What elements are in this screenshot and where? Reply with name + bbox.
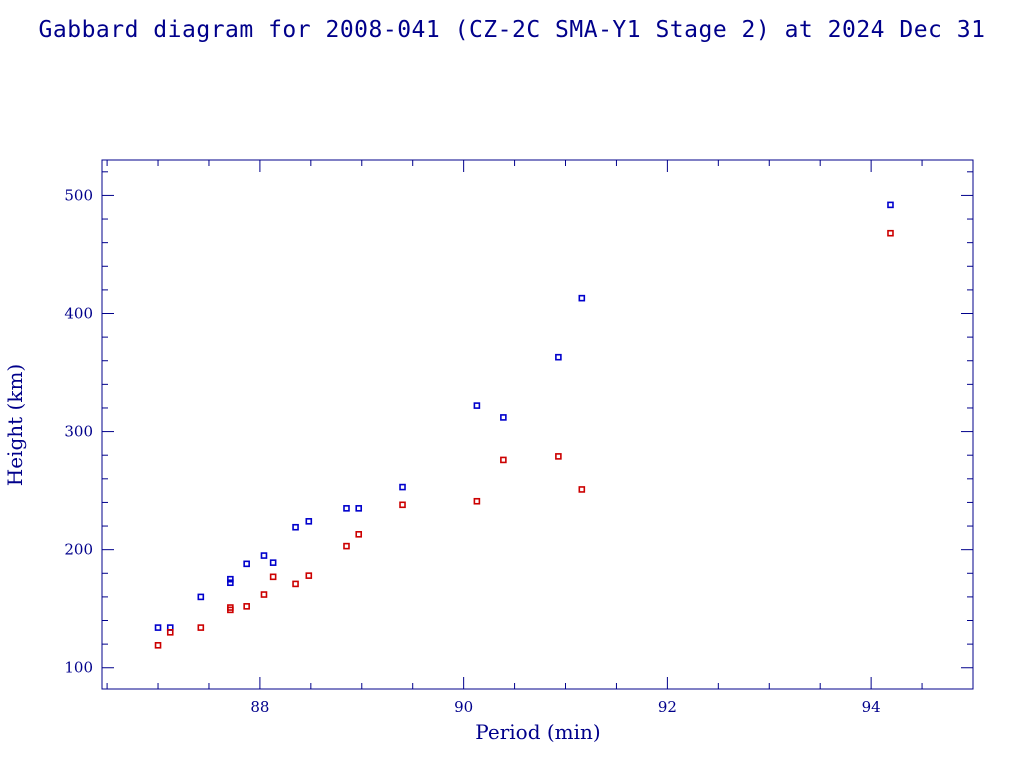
apogee-point [578,294,586,302]
apogee-point [154,624,162,631]
y-tick-label: 300 [64,423,93,441]
x-axis-label: Period (min) [475,720,600,744]
perigee-point [227,606,234,614]
x-tick-label: 90 [454,698,473,716]
axis-ticks [102,160,974,689]
perigee-point [154,642,162,649]
chart-title: Gabbard diagram for 2008-041 (CZ-2C SMA-… [39,17,986,43]
perigee-point [305,572,313,579]
apogee-series [154,201,894,631]
perigee-point [578,486,586,493]
apogee-point [399,483,406,491]
y-tick-label: 200 [64,541,93,559]
y-tick-label: 100 [64,659,93,677]
x-tick-label: 94 [862,698,881,716]
apogee-point [243,560,250,568]
perigee-point [269,573,277,581]
perigee-series [154,229,894,649]
perigee-point [473,497,481,505]
apogee-point [227,575,234,583]
apogee-point [260,552,268,559]
apogee-point [269,559,277,566]
x-tick-label: 92 [658,698,677,716]
axis-tick-labels: 88 90 92 94 100 200 300 400 500 [64,186,880,716]
y-tick-label: 500 [64,186,93,204]
apogee-point [305,518,313,525]
apogee-point [197,593,205,601]
apogee-point [500,414,507,421]
perigee-point [260,591,268,598]
perigee-point [555,453,562,460]
data-points [154,201,894,649]
perigee-point [166,629,174,636]
apogee-point [887,201,894,209]
perigee-point [292,580,299,588]
apogee-point [355,505,363,512]
y-axis-label: Height (km) [3,364,27,486]
x-tick-label: 88 [250,698,269,716]
apogee-point [473,402,481,409]
perigee-point [355,531,363,538]
perigee-point [197,624,205,631]
perigee-point [399,501,406,509]
y-tick-label: 400 [64,305,93,323]
apogee-point [292,523,299,531]
perigee-point [343,542,350,550]
perigee-point [500,456,507,464]
apogee-point [343,505,350,512]
apogee-point [555,353,562,361]
perigee-point [243,603,250,610]
plot-frame [101,159,974,690]
perigee-point [887,229,894,237]
apogee-point [227,579,234,587]
